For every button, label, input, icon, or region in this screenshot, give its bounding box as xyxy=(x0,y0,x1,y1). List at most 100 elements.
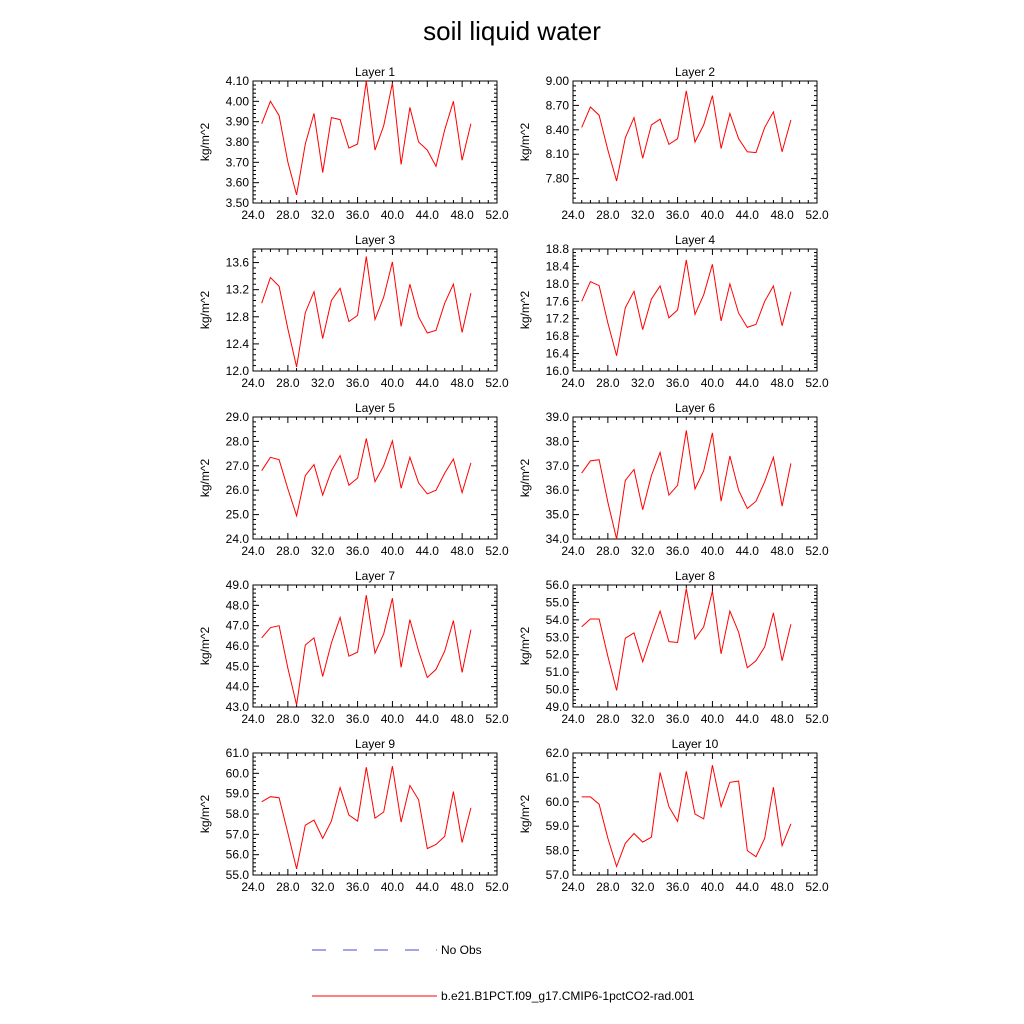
y-tick-label: 18.0 xyxy=(546,277,570,291)
x-tick-label: 48.0 xyxy=(770,544,794,558)
x-tick-label: 40.0 xyxy=(381,712,405,726)
panels: Layer 1 kg/m^2 24.0 28.0 32.0 36.0 40.0 44.0 48.… xyxy=(198,65,829,894)
x-tick-label: 40.0 xyxy=(701,544,725,558)
plot-frame xyxy=(572,584,818,708)
panel-layer-3: Layer 3 kg/m^2 24.0 28.0 32.0 36.0 40.0 44.0 48.… xyxy=(198,233,509,390)
x-tick-label: 44.0 xyxy=(736,208,760,222)
y-tick-label: 56.0 xyxy=(226,848,250,862)
x-tick-label: 28.0 xyxy=(276,880,300,894)
x-tick-label: 24.0 xyxy=(561,544,585,558)
y-tick-label: 57.0 xyxy=(226,827,250,841)
x-tick-label: 52.0 xyxy=(485,208,509,222)
y-tick-label: 61.0 xyxy=(226,746,250,760)
x-tick-label: 44.0 xyxy=(416,376,440,390)
y-tick-label: 8.10 xyxy=(546,147,570,161)
x-tick-label: 24.0 xyxy=(241,712,265,726)
x-tick-label: 48.0 xyxy=(450,376,474,390)
x-tick-label: 52.0 xyxy=(485,544,509,558)
x-tick-label: 36.0 xyxy=(346,880,370,894)
x-tick-label: 36.0 xyxy=(666,376,690,390)
y-tick-label: 18.4 xyxy=(546,259,570,273)
x-tick-label: 40.0 xyxy=(381,544,405,558)
x-tick-label: 28.0 xyxy=(276,208,300,222)
x-tick-label: 36.0 xyxy=(666,544,690,558)
plot-frame xyxy=(572,416,818,540)
x-tick-label: 48.0 xyxy=(450,208,474,222)
x-tick-label: 36.0 xyxy=(346,544,370,558)
y-tick-label: 52.0 xyxy=(546,648,570,662)
x-tick-label: 36.0 xyxy=(346,208,370,222)
x-tick-label: 52.0 xyxy=(805,712,829,726)
x-tick-label: 28.0 xyxy=(596,376,620,390)
panel-layer-4: Layer 4 kg/m^2 24.0 28.0 32.0 36.0 40.0 44.0 48.… xyxy=(518,233,829,390)
legend-label: No Obs xyxy=(441,943,482,957)
y-tick-label: 7.80 xyxy=(546,172,570,186)
x-tick-label: 52.0 xyxy=(805,376,829,390)
panel-title: Layer 9 xyxy=(355,737,395,751)
x-tick-label: 28.0 xyxy=(276,712,300,726)
y-tick-label: 3.50 xyxy=(226,196,250,210)
plot-frame xyxy=(252,248,498,372)
legend-item: No Obs xyxy=(312,943,482,957)
series-line xyxy=(261,438,472,518)
y-axis-label: kg/m^2 xyxy=(518,795,532,834)
y-tick-label: 53.0 xyxy=(546,630,570,644)
x-tick-label: 44.0 xyxy=(416,208,440,222)
x-tick-label: 44.0 xyxy=(736,712,760,726)
panel-layer-10: Layer 10 kg/m^2 24.0 28.0 32.0 36.0 40.0 44.0 48… xyxy=(518,737,829,894)
x-tick-label: 48.0 xyxy=(770,880,794,894)
y-tick-label: 9.00 xyxy=(546,74,570,88)
x-tick-label: 48.0 xyxy=(450,880,474,894)
x-tick-label: 44.0 xyxy=(416,880,440,894)
panel-layer-7: Layer 7 kg/m^2 24.0 28.0 32.0 36.0 40.0 44.0 48.… xyxy=(198,569,509,726)
y-tick-label: 39.0 xyxy=(546,410,570,424)
y-tick-label: 38.0 xyxy=(546,434,570,448)
y-tick-label: 17.2 xyxy=(546,312,570,326)
x-tick-label: 36.0 xyxy=(666,880,690,894)
y-tick-label: 35.0 xyxy=(546,508,570,522)
y-tick-label: 25.0 xyxy=(226,508,250,522)
y-tick-label: 59.0 xyxy=(226,787,250,801)
x-tick-label: 32.0 xyxy=(311,208,335,222)
y-tick-label: 17.6 xyxy=(546,294,570,308)
y-tick-label: 57.0 xyxy=(546,868,570,882)
x-tick-label: 32.0 xyxy=(631,880,655,894)
x-tick-label: 40.0 xyxy=(381,880,405,894)
x-tick-label: 52.0 xyxy=(805,880,829,894)
y-tick-label: 58.0 xyxy=(226,807,250,821)
y-tick-label: 59.0 xyxy=(546,819,570,833)
y-tick-label: 4.10 xyxy=(226,74,250,88)
x-tick-label: 24.0 xyxy=(561,376,585,390)
x-tick-label: 36.0 xyxy=(346,712,370,726)
x-tick-label: 44.0 xyxy=(416,544,440,558)
y-tick-label: 34.0 xyxy=(546,532,570,546)
y-tick-label: 27.0 xyxy=(226,459,250,473)
plot-frame xyxy=(252,584,498,708)
x-tick-label: 36.0 xyxy=(346,376,370,390)
y-axis-label: kg/m^2 xyxy=(198,291,212,330)
y-tick-label: 46.0 xyxy=(226,639,250,653)
y-tick-label: 3.60 xyxy=(226,176,250,190)
y-axis-label: kg/m^2 xyxy=(518,123,532,162)
panel-layer-8: Layer 8 kg/m^2 24.0 28.0 32.0 36.0 40.0 44.0 48.… xyxy=(518,569,829,726)
series-line xyxy=(261,256,472,368)
y-tick-label: 60.0 xyxy=(546,795,570,809)
x-tick-label: 48.0 xyxy=(770,376,794,390)
x-tick-label: 40.0 xyxy=(701,376,725,390)
y-tick-label: 47.0 xyxy=(226,619,250,633)
series-line xyxy=(581,90,792,182)
y-tick-label: 43.0 xyxy=(226,700,250,714)
x-tick-label: 28.0 xyxy=(276,544,300,558)
y-tick-label: 3.90 xyxy=(226,115,250,129)
plot-frame xyxy=(252,752,498,876)
figure-title: soil liquid water xyxy=(423,16,601,46)
x-tick-label: 40.0 xyxy=(701,208,725,222)
y-tick-label: 51.0 xyxy=(546,665,570,679)
x-tick-label: 36.0 xyxy=(666,208,690,222)
y-tick-label: 36.0 xyxy=(546,483,570,497)
y-axis-label: kg/m^2 xyxy=(518,291,532,330)
y-tick-label: 62.0 xyxy=(546,746,570,760)
x-tick-label: 48.0 xyxy=(770,712,794,726)
y-tick-label: 18.8 xyxy=(546,242,570,256)
y-tick-label: 61.0 xyxy=(546,770,570,784)
